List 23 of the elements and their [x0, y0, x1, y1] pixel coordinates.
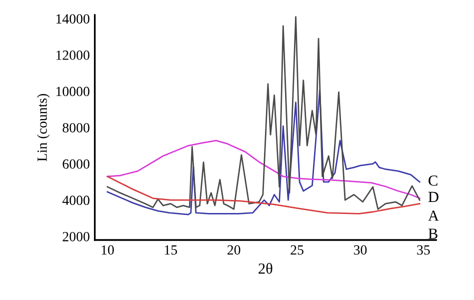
y-tick-label: 10000	[56, 86, 90, 96]
y-tick-label: 12000	[56, 50, 90, 60]
x-tick-label: 30	[354, 245, 367, 255]
series-label: C	[428, 175, 438, 186]
line-series	[106, 140, 420, 199]
y-tick-label: 4000	[62, 196, 90, 206]
x-tick-label: 15	[164, 245, 178, 255]
x-tick-label: 20	[228, 245, 240, 255]
series-label: D	[428, 192, 438, 202]
x-axis-title: 2θ	[258, 262, 272, 274]
y-tick-label: 14000	[56, 14, 90, 24]
y-axis-title: Lin (counts)	[37, 94, 50, 162]
x-tick-label: 10	[102, 245, 114, 255]
line-series	[106, 16, 420, 210]
series-label: A	[428, 210, 439, 221]
series-label: B	[428, 228, 438, 239]
y-tick-label: 2000	[62, 232, 90, 242]
x-tick-label: 35	[417, 245, 430, 255]
y-tick-label: 8000	[62, 123, 90, 132]
line-series	[106, 176, 420, 214]
x-tick-label: 25	[290, 245, 304, 255]
y-tick-label: 6000	[62, 159, 90, 169]
line-series	[106, 89, 420, 216]
